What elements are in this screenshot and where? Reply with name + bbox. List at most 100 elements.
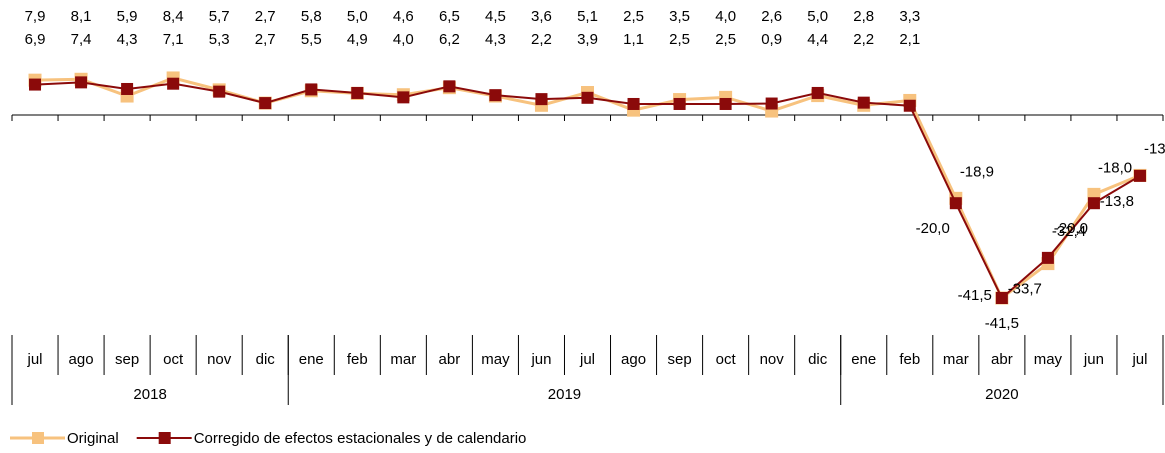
- x-tick-label: jul: [1131, 351, 1147, 368]
- x-tick-label: nov: [760, 351, 785, 368]
- x-tick-label: oct: [716, 351, 737, 368]
- data-point: [857, 96, 870, 109]
- data-label: 5,1: [577, 8, 598, 25]
- data-label: -41,5: [958, 287, 992, 304]
- data-point: [627, 97, 640, 110]
- x-tick-label: may: [1034, 351, 1063, 368]
- data-label: 6,2: [439, 31, 460, 48]
- data-label: 1,1: [623, 31, 644, 48]
- data-label: 8,1: [71, 8, 92, 25]
- data-label: 2,7: [255, 8, 276, 25]
- legend-marker: [158, 432, 171, 444]
- data-label: 6,9: [25, 31, 46, 48]
- data-label: 7,1: [163, 31, 184, 48]
- data-label: 2,1: [899, 31, 920, 48]
- x-tick-label: abr: [991, 351, 1013, 368]
- data-label: 2,2: [531, 31, 552, 48]
- year-label: 2019: [548, 386, 581, 403]
- data-point: [351, 86, 364, 99]
- x-tick-label: mar: [943, 351, 969, 368]
- data-point: [535, 93, 548, 106]
- data-label: 3,5: [669, 8, 690, 25]
- data-point: [213, 85, 226, 98]
- data-label: 3,9: [577, 31, 598, 48]
- x-tick-label: abr: [439, 351, 461, 368]
- data-label: 5,0: [807, 8, 828, 25]
- data-label: 8,4: [163, 8, 184, 25]
- x-tick-label: jul: [27, 351, 43, 368]
- data-label: 5,0: [347, 8, 368, 25]
- data-label: 4,0: [715, 8, 736, 25]
- data-label: -13,8: [1100, 193, 1134, 210]
- data-point: [1041, 251, 1054, 264]
- data-label: 2,6: [761, 8, 782, 25]
- data-point: [167, 77, 180, 90]
- data-label: 5,8: [301, 8, 322, 25]
- x-tick-label: mar: [390, 351, 416, 368]
- year-label: 2020: [985, 386, 1018, 403]
- data-point: [1087, 197, 1100, 210]
- data-point: [581, 91, 594, 104]
- x-tick-label: ago: [621, 351, 646, 368]
- data-label: 5,3: [209, 31, 230, 48]
- data-label: -33,7: [1008, 281, 1042, 298]
- data-point: [765, 97, 778, 110]
- data-label: 5,9: [117, 8, 138, 25]
- data-label: -20,0: [1054, 220, 1088, 237]
- x-tick-label: oct: [163, 351, 184, 368]
- data-label: 3,3: [899, 8, 920, 25]
- x-tick-label: jul: [579, 351, 595, 368]
- data-label: 4,4: [807, 31, 828, 48]
- data-label: -32,4: [1052, 223, 1086, 240]
- data-label: 5,7: [209, 8, 230, 25]
- data-point: [995, 292, 1008, 304]
- data-point: [29, 78, 42, 91]
- data-label: 4,3: [485, 31, 506, 48]
- x-tick-label: dic: [808, 351, 828, 368]
- x-tick-label: sep: [667, 351, 691, 368]
- data-label: 5,5: [301, 31, 322, 48]
- legend-marker: [32, 432, 44, 444]
- data-label: -18,9: [960, 163, 994, 180]
- data-label: 2,7: [255, 31, 276, 48]
- data-point: [489, 89, 502, 102]
- data-label: -20,0: [916, 220, 950, 237]
- data-label: -13,7: [1144, 140, 1165, 157]
- data-point: [1133, 169, 1146, 182]
- x-tick-label: feb: [899, 351, 920, 368]
- data-point: [121, 82, 134, 95]
- x-tick-label: feb: [347, 351, 368, 368]
- series-line: [34, 76, 1141, 301]
- data-point: [903, 99, 916, 112]
- data-point: [259, 97, 272, 110]
- data-label: -41,5: [985, 315, 1019, 332]
- x-tick-label: may: [481, 351, 510, 368]
- x-tick-label: ene: [851, 351, 876, 368]
- data-label: 4,6: [393, 8, 414, 25]
- data-label: 2,8: [853, 8, 874, 25]
- data-point: [75, 76, 88, 89]
- data-label: 4,9: [347, 31, 368, 48]
- data-label: 4,0: [393, 31, 414, 48]
- data-point: [443, 80, 456, 93]
- x-tick-label: nov: [207, 351, 232, 368]
- data-label: 7,4: [71, 31, 92, 48]
- data-label: 2,2: [853, 31, 874, 48]
- x-tick-label: jun: [1083, 351, 1104, 368]
- data-label: 4,5: [485, 8, 506, 25]
- data-label: 4,3: [117, 31, 138, 48]
- legend-label: Corregido de efectos estacionales y de c…: [194, 430, 527, 447]
- data-point: [811, 86, 824, 99]
- data-label: 6,5: [439, 8, 460, 25]
- data-label: 2,5: [715, 31, 736, 48]
- legend-label: Original: [67, 430, 119, 447]
- data-label: 2,5: [669, 31, 690, 48]
- data-label: 7,9: [25, 8, 46, 25]
- data-point: [949, 197, 962, 210]
- data-label: -18,0: [1098, 159, 1132, 176]
- x-tick-label: dic: [256, 351, 276, 368]
- x-tick-label: sep: [115, 351, 139, 368]
- x-tick-label: ago: [69, 351, 94, 368]
- data-label: 3,6: [531, 8, 552, 25]
- data-label: 2,5: [623, 8, 644, 25]
